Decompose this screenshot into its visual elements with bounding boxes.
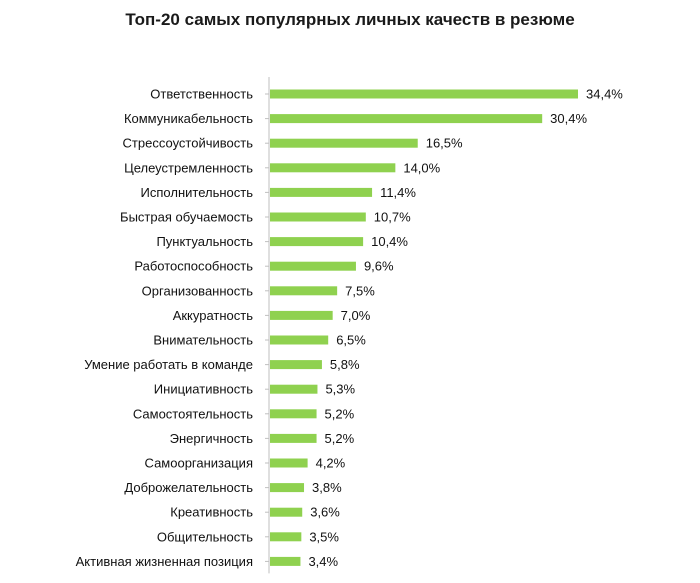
bar	[270, 409, 317, 419]
category-label: Стрессоустойчивость	[123, 136, 254, 151]
category-label: Доброжелательность	[124, 480, 253, 495]
value-label: 30,4%	[550, 111, 587, 126]
bar	[270, 483, 305, 493]
category-label: Коммуникабельность	[124, 111, 253, 126]
category-label: Активная жизненная позиция	[76, 554, 253, 569]
bar	[270, 556, 301, 566]
category-label: Работоспособность	[134, 259, 253, 274]
value-label: 9,6%	[364, 259, 394, 274]
value-label: 6,5%	[336, 333, 366, 348]
value-label: 34,4%	[586, 87, 623, 102]
bar	[270, 433, 317, 443]
value-label: 4,2%	[316, 456, 346, 471]
bar	[270, 261, 356, 271]
value-label: 5,2%	[325, 431, 355, 446]
value-label: 7,0%	[341, 308, 371, 323]
value-label: 14,0%	[403, 160, 440, 175]
bar	[270, 212, 366, 222]
bar	[270, 310, 333, 320]
value-label: 7,5%	[345, 283, 375, 298]
bar	[270, 237, 364, 247]
bar	[270, 89, 578, 99]
category-label: Общительность	[157, 529, 253, 544]
bar	[270, 138, 418, 148]
category-label: Самостоятельность	[133, 406, 253, 421]
value-label: 5,2%	[325, 406, 355, 421]
category-label: Аккуратность	[173, 308, 254, 323]
category-label: Умение работать в команде	[84, 357, 253, 372]
bar	[270, 187, 373, 197]
category-label: Инициативность	[154, 382, 253, 397]
value-label: 3,6%	[310, 505, 340, 520]
bar	[270, 286, 338, 296]
bar	[270, 335, 329, 345]
value-label: 3,8%	[312, 480, 342, 495]
category-label: Целеустремленность	[124, 160, 253, 175]
category-label: Энергичность	[170, 431, 254, 446]
category-label: Внимательность	[153, 333, 253, 348]
category-label: Самоорганизация	[145, 456, 253, 471]
value-label: 11,4%	[380, 185, 416, 200]
category-label: Организованность	[142, 283, 254, 298]
value-label: 3,4%	[308, 554, 338, 569]
value-label: 5,8%	[330, 357, 360, 372]
bar	[270, 360, 322, 370]
bar	[270, 507, 303, 517]
value-label: 16,5%	[426, 136, 463, 151]
category-label: Креативность	[170, 505, 253, 520]
value-label: 10,4%	[371, 234, 408, 249]
category-label: Пунктуальность	[156, 234, 253, 249]
value-label: 3,5%	[309, 529, 339, 544]
bar	[270, 114, 543, 124]
value-label: 5,3%	[325, 382, 355, 397]
bar	[270, 532, 302, 542]
category-label: Исполнительность	[141, 185, 254, 200]
value-label: 10,7%	[374, 210, 411, 225]
bar	[270, 458, 308, 468]
category-label: Быстрая обучаемость	[120, 210, 253, 225]
bar	[270, 163, 396, 173]
bar	[270, 384, 318, 394]
category-label: Ответственность	[150, 87, 253, 102]
chart-title: Топ-20 самых популярных личных качеств в…	[125, 10, 575, 29]
